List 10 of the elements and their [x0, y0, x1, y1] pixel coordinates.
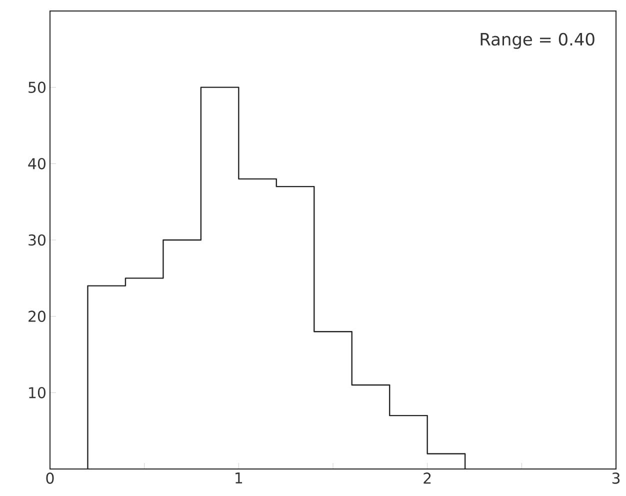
y-tick-label: 30: [28, 234, 46, 246]
y-tick-label: 10: [29, 387, 46, 398]
x-tick-label: 3: [612, 472, 620, 484]
x-tick-label: 0: [46, 472, 54, 484]
x-tick-label: 1: [236, 472, 242, 484]
y-tick-label: 50: [28, 82, 46, 93]
y-tick-label: 20: [28, 310, 46, 322]
x-tick-label: 2: [424, 472, 431, 484]
annotation: Range = 0.40: [480, 32, 594, 49]
y-tick-label: 40: [28, 158, 46, 170]
